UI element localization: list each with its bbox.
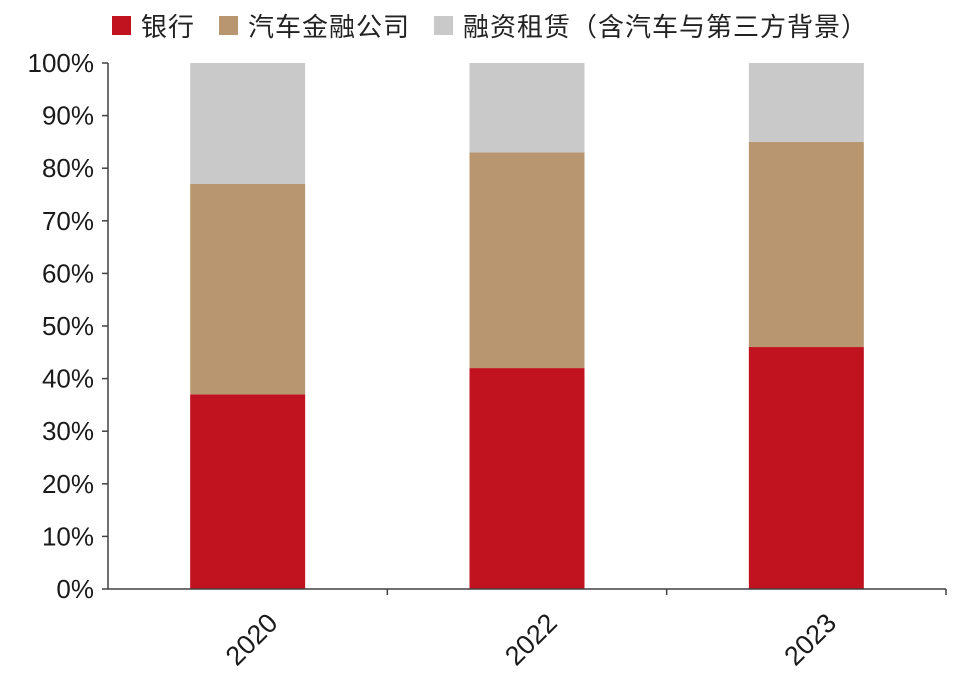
legend-label-leasing: 融资租赁（含汽车与第三方背景） bbox=[463, 12, 869, 43]
legend-swatch-auto-finance bbox=[219, 15, 239, 35]
bar-segment-2022-0 bbox=[469, 368, 585, 589]
bar-segment-2020-1 bbox=[190, 183, 306, 395]
bars bbox=[190, 63, 864, 589]
bar-segment-2023-1 bbox=[748, 141, 864, 348]
x-tick-label-2020: 2020 bbox=[220, 608, 284, 672]
y-tick-label: 20% bbox=[42, 469, 94, 499]
legend-swatch-bank bbox=[112, 15, 131, 35]
y-tick-label: 90% bbox=[42, 101, 94, 131]
y-tick-label: 30% bbox=[42, 416, 94, 446]
y-tick-label: 60% bbox=[42, 258, 94, 288]
y-tick-label: 80% bbox=[42, 153, 94, 183]
legend-label-auto-finance: 汽车金融公司 bbox=[248, 12, 411, 43]
bar-segment-2020-2 bbox=[190, 63, 306, 184]
legend-item-bank: 银行 bbox=[112, 7, 195, 44]
y-tick-label: 50% bbox=[42, 311, 94, 341]
y-tick-label: 100% bbox=[28, 48, 95, 78]
legend-item-auto-finance: 汽车金融公司 bbox=[219, 7, 410, 44]
y-tick-label: 10% bbox=[42, 521, 94, 551]
x-axis-ticks: 2020 2022 2023 bbox=[220, 589, 947, 672]
y-axis-ticks: 0% 10% 20% 30% 40% 50% 60% 70% 80% 90% 100% bbox=[28, 48, 108, 604]
legend-swatch-leasing bbox=[434, 15, 454, 35]
y-tick-label: 0% bbox=[56, 574, 94, 604]
x-tick-label-2022: 2022 bbox=[499, 608, 563, 672]
bar-segment-2022-1 bbox=[469, 152, 585, 369]
y-tick-label: 70% bbox=[42, 206, 94, 236]
bar-segment-2023-2 bbox=[748, 63, 864, 142]
bar-segment-2023-0 bbox=[748, 347, 864, 589]
x-tick-label-2023: 2023 bbox=[778, 608, 842, 672]
bar-segment-2022-2 bbox=[469, 63, 585, 153]
legend-item-leasing: 融资租赁（含汽车与第三方背景） bbox=[434, 7, 868, 44]
bar-segment-2020-0 bbox=[190, 394, 306, 589]
y-tick-label: 40% bbox=[42, 364, 94, 394]
legend: 银行 汽车金融公司 融资租赁（含汽车与第三方背景） bbox=[112, 6, 868, 44]
legend-label-bank: 银行 bbox=[141, 12, 196, 43]
